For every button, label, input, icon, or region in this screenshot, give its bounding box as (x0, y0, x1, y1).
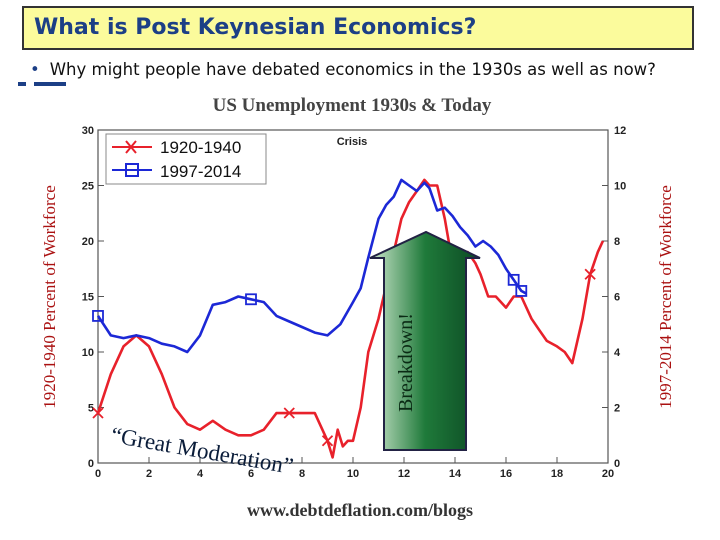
legend-square-marker-icon (125, 163, 139, 177)
series-layer (92, 178, 605, 459)
left-tick-label: 30 (82, 125, 94, 137)
right-tick-label: 8 (614, 236, 620, 248)
x-axis-ticks: 0 2 4 6 8 10 12 14 16 18 20 (95, 457, 614, 480)
legend-x-marker-icon (125, 140, 137, 154)
left-tick-label: 0 (88, 458, 94, 470)
x-tick-label: 14 (449, 468, 462, 480)
x-tick-label: 18 (551, 468, 563, 480)
right-tick-label: 2 (614, 403, 620, 415)
left-tick-label: 15 (82, 292, 94, 304)
bullet-dot: • (30, 60, 40, 79)
left-tick-label: 5 (88, 403, 94, 415)
right-tick-label: 12 (614, 125, 626, 137)
series-point-marker (507, 273, 520, 286)
chart-title: US Unemployment 1930s & Today (213, 95, 492, 116)
right-axis-ticks: 0 2 4 6 8 10 12 (602, 125, 626, 470)
legend-entry-1920-1940: 1920-1940 (160, 138, 241, 157)
x-tick-label: 10 (347, 468, 359, 480)
breakdown-label: Breakdown! (395, 313, 417, 412)
x-tick-label: 20 (602, 468, 614, 480)
series-point-marker (584, 268, 596, 280)
legend: 1920-1940 1997-2014 (105, 133, 267, 185)
right-axis-label: 1997-2014 Percent of Workforce (656, 185, 675, 409)
series-line-1920-1940 (96, 178, 605, 459)
left-tick-label: 20 (82, 236, 94, 248)
series-point-marker (321, 435, 334, 447)
series-point-marker (92, 407, 104, 419)
x-tick-label: 12 (398, 468, 410, 480)
left-axis-ticks: 0 5 10 15 20 25 30 (82, 125, 104, 470)
slide-title: What is Post Keynesian Economics? (34, 15, 477, 40)
left-tick-label: 25 (82, 181, 94, 193)
bullet-point: • Why might people have debated economics… (30, 60, 656, 79)
x-tick-label: 2 (146, 468, 152, 480)
crisis-annotation: Crisis (337, 136, 368, 148)
x-tick-label: 16 (500, 468, 512, 480)
right-tick-label: 0 (614, 458, 620, 470)
breakdown-arrow: Breakdown! (369, 230, 481, 451)
series-point-marker (515, 285, 528, 297)
right-tick-label: 6 (614, 292, 620, 304)
x-tick-label: 8 (299, 468, 305, 480)
series-point-marker (245, 293, 257, 306)
corner-decoration (18, 82, 66, 86)
right-tick-label: 10 (614, 181, 626, 193)
series-point-marker (283, 407, 295, 419)
x-tick-label: 4 (197, 468, 204, 480)
x-tick-label: 6 (248, 468, 254, 480)
legend-entry-1997-2014: 1997-2014 (160, 162, 241, 181)
title-box: What is Post Keynesian Economics? (22, 6, 694, 50)
series-line-1997-2014 (96, 178, 528, 354)
bullet-text: Why might people have debated economics … (49, 60, 656, 79)
right-tick-label: 4 (614, 347, 621, 359)
x-tick-label: 0 (95, 468, 101, 480)
series-point-marker (92, 310, 104, 322)
left-axis-label: 1920-1940 Percent of Workforce (40, 185, 59, 409)
left-tick-label: 10 (82, 347, 94, 359)
source-url: www.debtdeflation.com/blogs (247, 500, 473, 520)
